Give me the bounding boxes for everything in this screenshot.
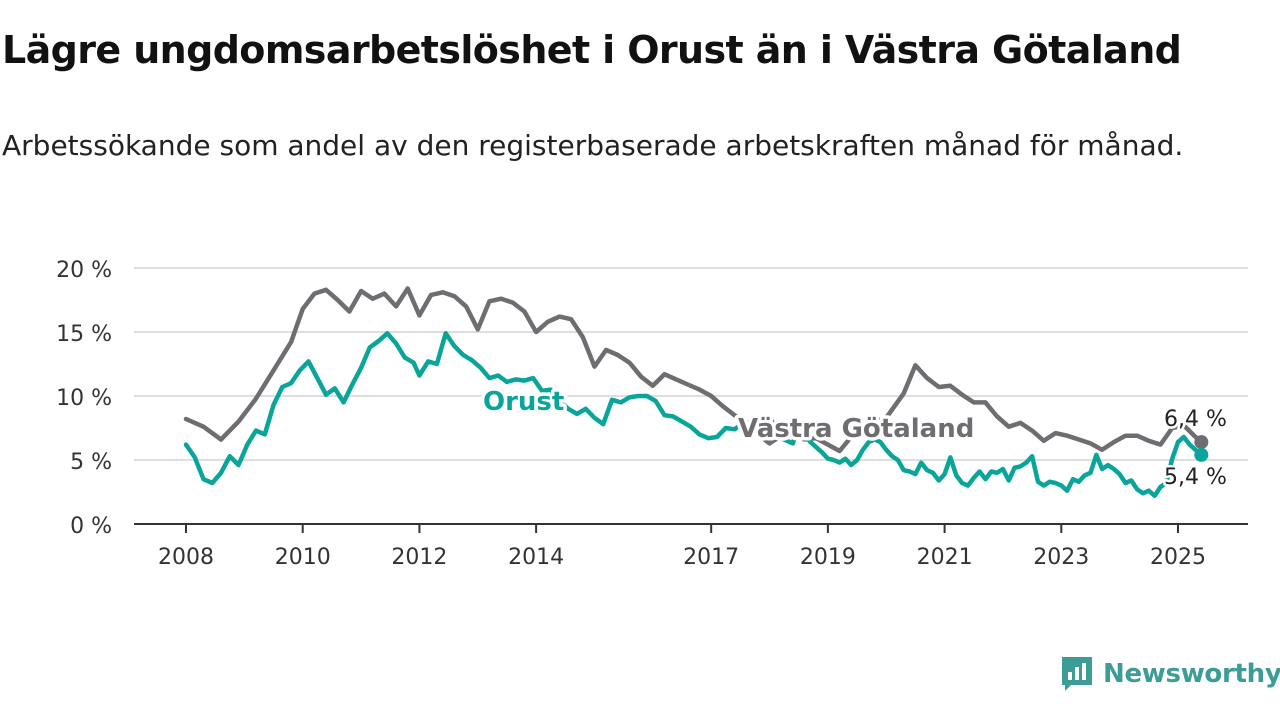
x-tick-label: 2025 [1150, 545, 1206, 570]
newsworthy-logo-icon [1062, 657, 1092, 691]
y-axis-tick-labels: 0 % 5 % 10 % 15 % 20 % [56, 258, 112, 539]
x-tick-label: 2008 [158, 545, 214, 570]
series-name-label: Orust [483, 387, 564, 417]
series-lines [183, 286, 1209, 499]
y-tick-label: 20 % [56, 258, 112, 283]
series-line-0 [183, 286, 1204, 454]
y-tick-label: 15 % [56, 322, 112, 347]
x-tick-label: 2014 [508, 545, 564, 570]
series-end-value-label: 6,4 % [1164, 407, 1227, 432]
x-tick-label: 2019 [800, 545, 856, 570]
x-tick-label: 2017 [683, 545, 739, 570]
newsworthy-brand: Newsworthy [1060, 655, 1280, 693]
series-end-value-label: 5,4 % [1164, 465, 1227, 490]
brand-name: Newsworthy [1103, 659, 1280, 689]
y-tick-label: 0 % [70, 514, 112, 539]
x-tick-label: 2012 [391, 545, 447, 570]
chart-title: Lägre ungdomsarbetslöshet i Orust än i V… [2, 28, 1182, 72]
series-end-point-1 [1194, 447, 1209, 462]
y-tick-label: 5 % [70, 450, 112, 475]
gridlines [134, 267, 1248, 461]
chart-subtitle: Arbetssökande som andel av den registerb… [2, 129, 1184, 162]
series-end-point-0 [1194, 435, 1209, 450]
x-axis: 2008 2010 2012 2014 2017 2019 2021 2023 2025 [134, 523, 1248, 570]
series-line-1 [183, 331, 1204, 499]
x-tick-label: 2010 [275, 545, 331, 570]
series-labels: Västra Götaland Orust 6,4 % 5,4 % [480, 384, 1230, 493]
x-tick-label: 2023 [1033, 545, 1089, 570]
series-name-label: Västra Götaland [738, 414, 974, 444]
y-tick-label: 10 % [56, 386, 112, 411]
x-tick-label: 2021 [917, 545, 973, 570]
